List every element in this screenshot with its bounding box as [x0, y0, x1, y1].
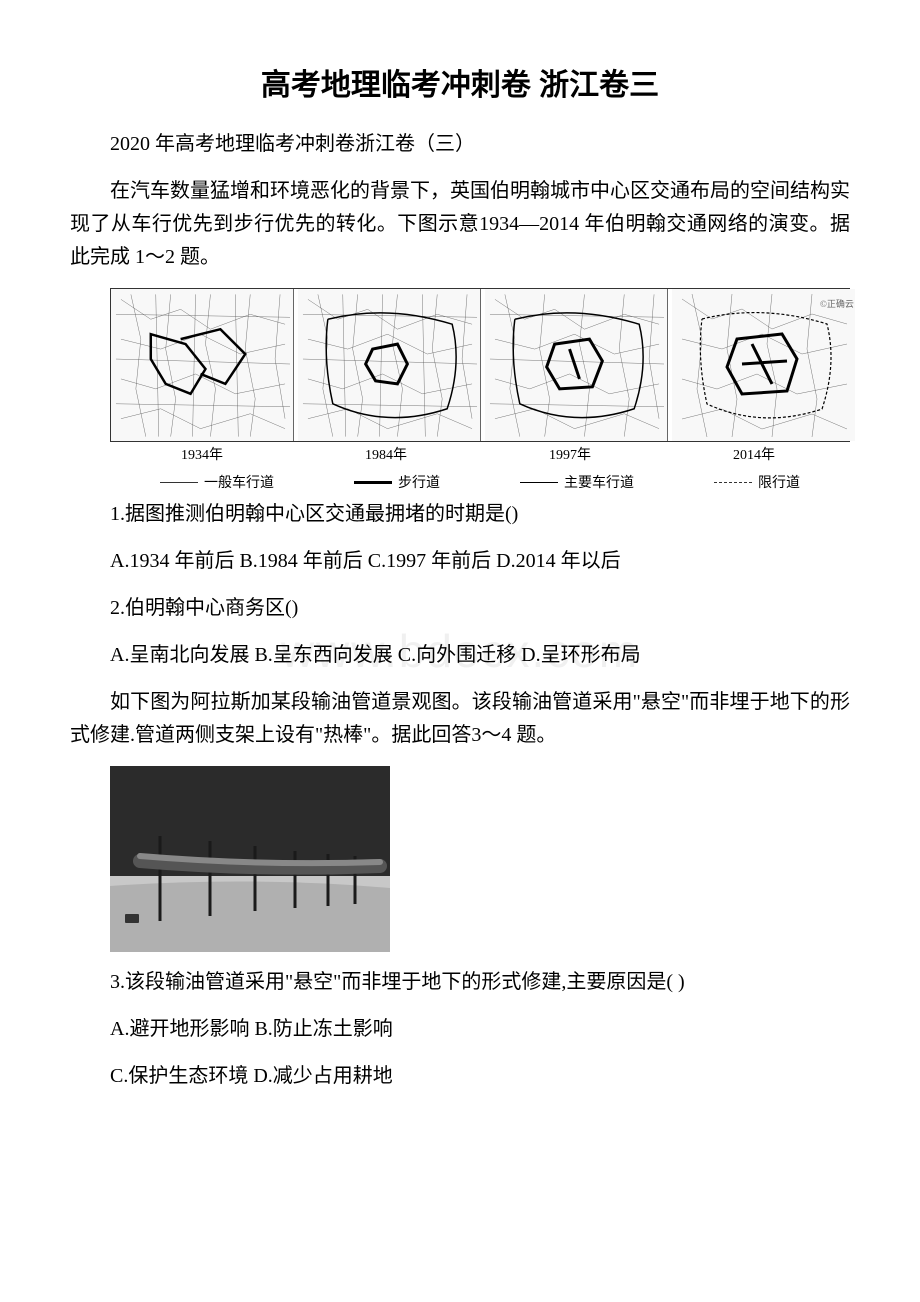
intro-paragraph-1: 在汽车数量猛增和环境恶化的背景下，英国伯明翰城市中心区交通布局的空间结构实现了从…	[70, 175, 850, 274]
year-label: 1984年	[294, 444, 478, 464]
road-network-icon	[298, 289, 480, 441]
year-label: 1997年	[478, 444, 662, 464]
map-panel-2014: ©正确云	[672, 289, 855, 441]
year-label: 2014年	[662, 444, 846, 464]
map-figure-group: ©正确云 1934年 1984年 1997年 2014年 一般车行道 步行道 主…	[110, 288, 850, 492]
map-panel-1934	[111, 289, 294, 441]
road-network-icon	[485, 289, 667, 441]
question-2-stem: 2.伯明翰中心商务区()	[70, 592, 850, 625]
legend-item: 一般车行道	[160, 472, 274, 492]
document-title: 高考地理临考冲刺卷 浙江卷三	[70, 60, 850, 104]
legend-label: 步行道	[398, 472, 440, 492]
legend-item: 步行道	[354, 472, 440, 492]
question-3-options-line1: A.避开地形影响 B.防止冻土影响	[70, 1013, 850, 1046]
question-1-stem: 1.据图推测伯明翰中心区交通最拥堵的时期是()	[70, 498, 850, 531]
intro-paragraph-2: 如下图为阿拉斯加某段输油管道景观图。该段输油管道采用"悬空"而非埋于地下的形式修…	[70, 686, 850, 752]
road-network-icon	[111, 289, 293, 441]
map-panel-1997	[485, 289, 668, 441]
legend-item: 限行道	[714, 472, 800, 492]
pipeline-photo-icon	[110, 766, 390, 952]
map-attribution: ©正确云	[820, 298, 854, 309]
map-panel-1984	[298, 289, 481, 441]
map-legend: 一般车行道 步行道 主要车行道 限行道	[110, 472, 850, 492]
question-2-options: A.呈南北向发展 B.呈东西向发展 C.向外围迁移 D.呈环形布局	[70, 639, 850, 672]
question-3-stem: 3.该段输油管道采用"悬空"而非埋于地下的形式修建,主要原因是( )	[70, 966, 850, 999]
road-network-icon: ©正确云	[672, 289, 855, 441]
legend-item: 主要车行道	[520, 472, 634, 492]
year-label: 1934年	[110, 444, 294, 464]
legend-label: 一般车行道	[204, 472, 274, 492]
map-panels: ©正确云	[110, 288, 850, 442]
subtitle-line: 2020 年高考地理临考冲刺卷浙江卷（三）	[70, 128, 850, 161]
question-1-options: A.1934 年前后 B.1984 年前后 C.1997 年前后 D.2014 …	[70, 545, 850, 578]
pipeline-photo	[110, 766, 850, 952]
question-3-options-line2: C.保护生态环境 D.减少占用耕地	[70, 1060, 850, 1093]
legend-label: 主要车行道	[564, 472, 634, 492]
legend-label: 限行道	[758, 472, 800, 492]
map-year-labels: 1934年 1984年 1997年 2014年	[110, 444, 850, 464]
